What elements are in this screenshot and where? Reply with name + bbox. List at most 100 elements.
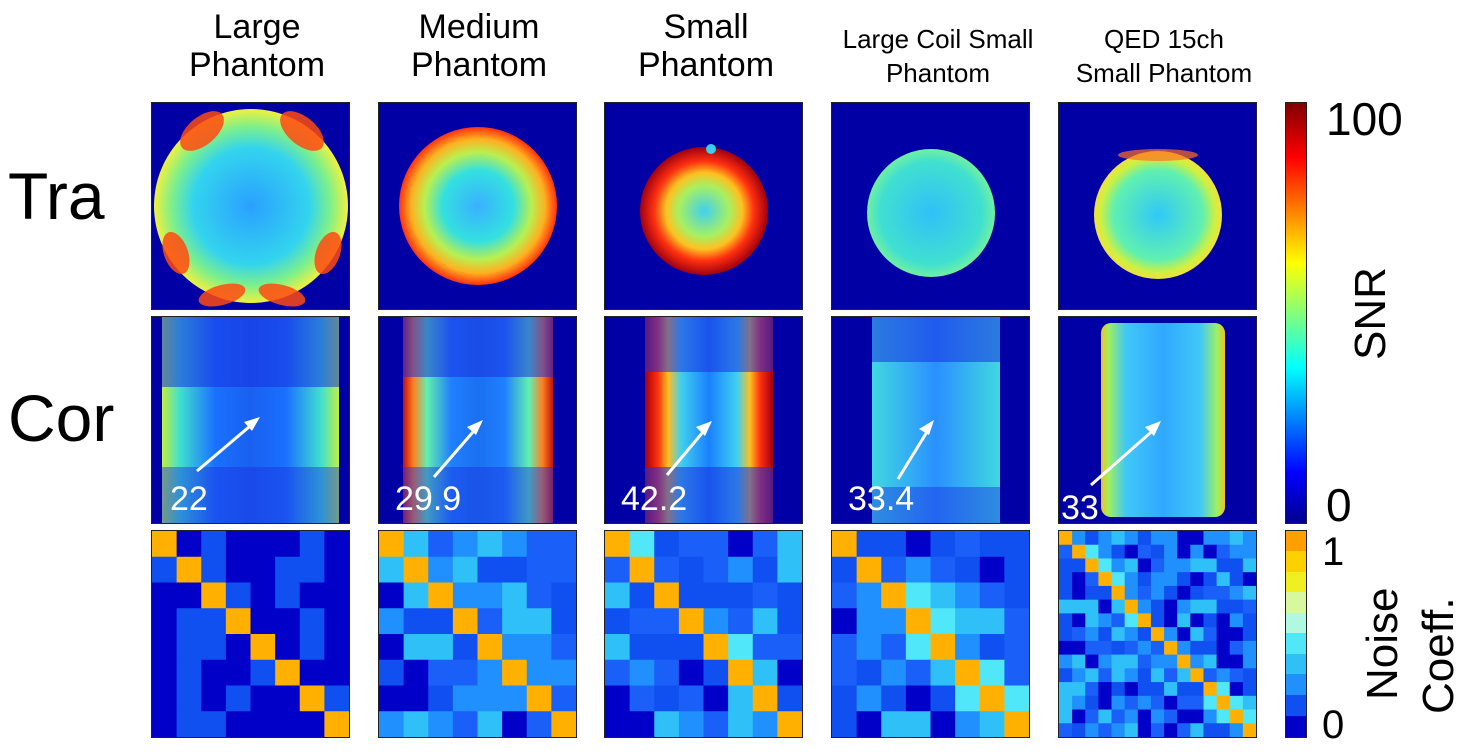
matrix-cell	[1216, 531, 1231, 546]
matrix-diagonal-cell	[605, 531, 631, 558]
matrix-cell	[1177, 627, 1191, 642]
matrix-cell	[728, 634, 754, 661]
matrix-cell	[225, 531, 252, 558]
title-line-1: QED 15ch	[1104, 24, 1224, 54]
matrix-cell	[1229, 640, 1244, 656]
matrix-cell	[930, 556, 956, 583]
matrix-cell	[324, 582, 349, 609]
matrix-cell	[1203, 531, 1218, 546]
matrix-cell	[1072, 572, 1086, 587]
matrix-cell	[1124, 640, 1139, 656]
matrix-cell	[1085, 572, 1099, 587]
matrix-cell	[728, 685, 754, 712]
matrix-cell	[1216, 723, 1231, 737]
matrix-cell	[225, 659, 252, 686]
matrix-cell	[1190, 531, 1204, 546]
matrix-cell	[526, 634, 552, 661]
column-title-medium-phantom: Medium Phantom	[354, 8, 604, 84]
matrix-cell	[752, 531, 778, 558]
matrix-cell	[1059, 654, 1073, 669]
matrix-cell	[703, 531, 729, 558]
matrix-cell	[1203, 640, 1218, 656]
matrix-diagonal-cell	[452, 608, 479, 635]
matrix-cell	[1203, 585, 1218, 601]
matrix-cell	[752, 634, 778, 661]
matrix-cell	[379, 659, 405, 686]
matrix-cell	[1111, 668, 1126, 683]
matrix-cell	[881, 711, 907, 737]
matrix-cell	[176, 659, 202, 686]
matrix-cell	[1124, 723, 1139, 737]
matrix-cell	[930, 608, 956, 635]
matrix-cell	[881, 531, 907, 558]
cor-image-qed-15ch: 33	[1058, 316, 1257, 524]
matrix-cell	[832, 634, 858, 661]
matrix-cell	[1085, 723, 1099, 737]
matrix-cell	[1098, 544, 1113, 559]
matrix-cell	[526, 711, 552, 737]
matrix-cell	[1072, 585, 1086, 601]
matrix-diagonal-cell	[526, 685, 552, 712]
matrix-cell	[1203, 613, 1218, 628]
noise-colorbar-min: 0	[1322, 703, 1345, 747]
matrix-diagonal-cell	[930, 634, 956, 661]
matrix-cell	[777, 685, 802, 712]
matrix-cell	[1124, 695, 1139, 711]
matrix-cell	[1085, 627, 1099, 642]
cor-image-small-phantom: 42.2	[604, 316, 803, 524]
matrix-cell	[1203, 668, 1218, 683]
matrix-cell	[1098, 627, 1113, 642]
matrix-cell	[1229, 654, 1244, 669]
matrix-cell	[1111, 695, 1126, 711]
matrix-cell	[250, 531, 276, 558]
matrix-cell	[1111, 572, 1126, 587]
matrix-cell	[299, 531, 325, 558]
matrix-cell	[752, 711, 778, 737]
matrix-cell	[1085, 599, 1099, 614]
matrix-cell	[1216, 682, 1231, 697]
noise-matrix-large-phantom	[151, 530, 350, 738]
matrix-cell	[955, 608, 981, 635]
matrix-cell	[654, 531, 680, 558]
matrix-cell	[752, 659, 778, 686]
matrix-cell	[777, 634, 802, 661]
matrix-cell	[678, 582, 705, 609]
matrix-cell	[1085, 613, 1099, 628]
matrix-cell	[551, 659, 576, 686]
matrix-cell	[905, 634, 932, 661]
matrix-cell	[299, 556, 325, 583]
matrix-cell	[275, 608, 301, 635]
matrix-cell	[629, 711, 655, 737]
matrix-cell	[1190, 640, 1204, 656]
matrix-cell	[176, 582, 202, 609]
matrix-cell	[1150, 544, 1165, 559]
matrix-cell	[225, 711, 252, 737]
matrix-cell	[1190, 572, 1204, 587]
matrix-cell	[452, 711, 479, 737]
matrix-cell	[225, 556, 252, 583]
matrix-cell	[629, 685, 655, 712]
matrix-cell	[403, 608, 429, 635]
title-line-1: Medium	[418, 8, 540, 46]
matrix-cell	[1229, 627, 1244, 642]
matrix-cell	[1242, 640, 1256, 656]
matrix-cell	[1150, 695, 1165, 711]
matrix-cell	[1059, 558, 1073, 573]
matrix-cell	[1072, 654, 1086, 669]
matrix-cell	[703, 685, 729, 712]
matrix-cell	[403, 582, 429, 609]
matrix-cell	[1111, 627, 1126, 642]
matrix-cell	[979, 531, 1005, 558]
matrix-cell	[477, 685, 503, 712]
matrix-cell	[832, 711, 858, 737]
matrix-cell	[881, 634, 907, 661]
matrix-cell	[930, 685, 956, 712]
matrix-cell	[152, 685, 178, 712]
matrix-cell	[881, 608, 907, 635]
matrix-diagonal-cell	[1242, 723, 1256, 737]
matrix-cell	[856, 531, 882, 558]
matrix-cell	[1216, 544, 1231, 559]
matrix-cell	[979, 608, 1005, 635]
matrix-cell	[1072, 695, 1086, 711]
matrix-cell	[324, 531, 349, 558]
